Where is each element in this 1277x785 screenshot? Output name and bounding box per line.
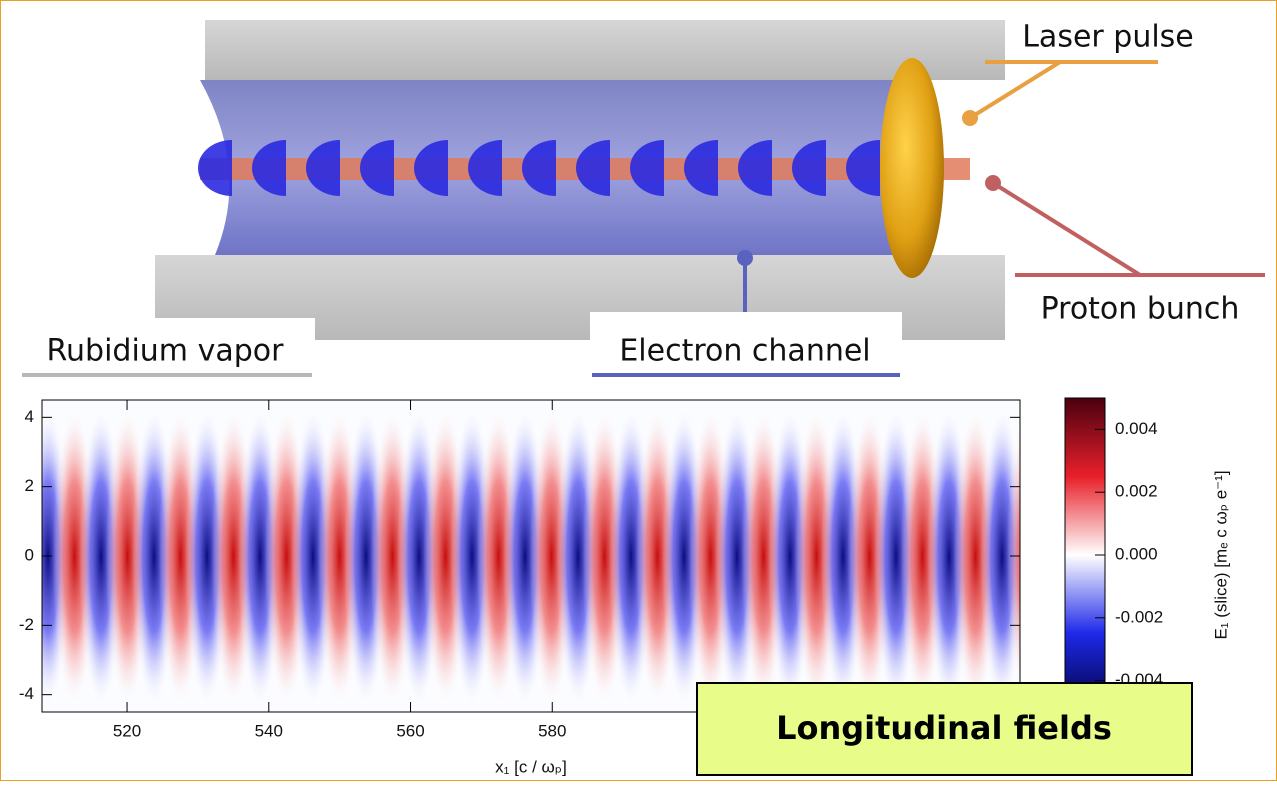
colorbar-tick-label: -0.002: [1115, 607, 1163, 626]
stripe: [1007, 407, 1051, 707]
render-3d: [155, 20, 1005, 340]
x-axis-label: x₁ [c / ωₚ]: [495, 757, 567, 776]
note-text: Longitudinal fields: [776, 709, 1112, 747]
colorbar-label: E₁ (slice) [mₑ c ωₚ e⁻¹]: [1211, 470, 1230, 639]
y-tick-label: 0: [25, 545, 34, 564]
colorbar-tick-label: 0.000: [1115, 544, 1158, 563]
blob: [198, 140, 232, 196]
x-tick-label: 580: [538, 721, 566, 740]
y-tick-label: -2: [19, 615, 34, 634]
y-tick-label: -4: [19, 684, 34, 703]
colorbar-tick-label: 0.004: [1115, 419, 1158, 438]
laser-label: Laser pulse: [1022, 20, 1194, 55]
x-tick-label: 520: [113, 721, 141, 740]
colorbar-tick-label: 0.002: [1115, 482, 1158, 501]
heatmap: [26, 400, 1051, 712]
y-tick-label: 4: [25, 407, 34, 426]
slide: Laser pulse Proton bunch Rubidium vapor …: [0, 0, 1277, 781]
y-tick-label: 2: [25, 476, 34, 495]
x-tick-label: 560: [396, 721, 424, 740]
x-tick-label: 540: [255, 721, 283, 740]
vapor-label: Rubidium vapor: [47, 334, 285, 369]
channel-label: Electron channel: [619, 334, 870, 369]
proton-label: Proton bunch: [1041, 292, 1240, 327]
